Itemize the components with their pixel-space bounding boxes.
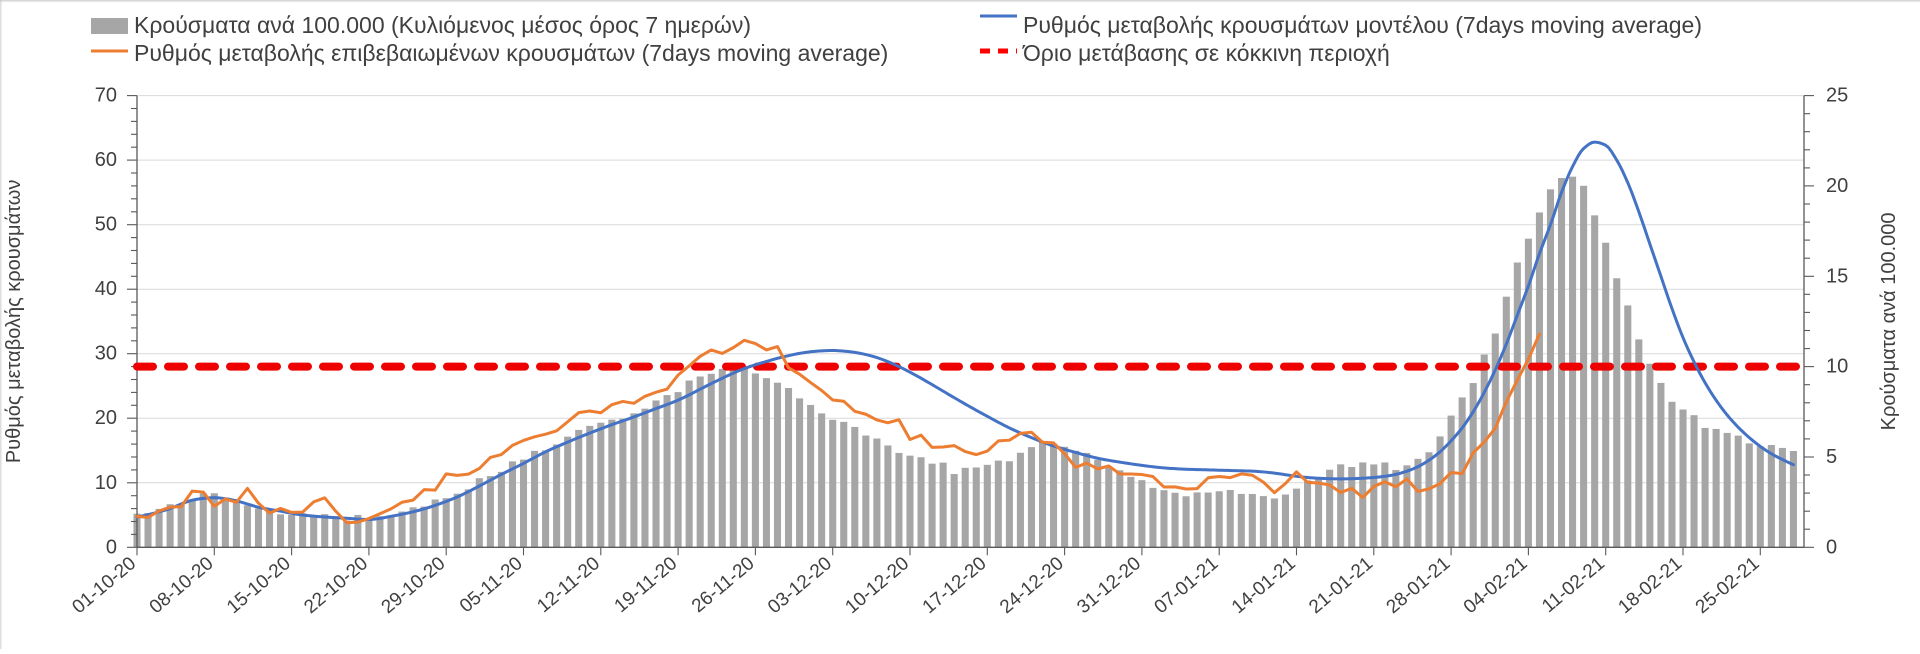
svg-text:Ρυθμός μεταβολής κρουσμάτων: Ρυθμός μεταβολής κρουσμάτων [3, 180, 25, 464]
svg-text:Κρούσματα ανά 100.000 (Κυλιόμε: Κρούσματα ανά 100.000 (Κυλιόμενος μέσος … [134, 12, 751, 38]
svg-text:10: 10 [95, 472, 117, 494]
svg-text:Κρούσματα ανά 100.000: Κρούσματα ανά 100.000 [1878, 212, 1900, 430]
svg-text:Όριο μετάβασης σε κόκκινη περι: Όριο μετάβασης σε κόκκινη περιοχή [1022, 40, 1390, 66]
svg-text:30: 30 [95, 343, 117, 365]
svg-text:10: 10 [1826, 356, 1848, 378]
svg-text:0: 0 [1826, 536, 1837, 558]
svg-text:20: 20 [95, 407, 117, 429]
svg-text:15: 15 [1826, 265, 1848, 287]
svg-text:20: 20 [1826, 175, 1848, 197]
svg-text:0: 0 [106, 536, 117, 558]
svg-text:70: 70 [95, 85, 117, 107]
svg-text:50: 50 [95, 214, 117, 236]
svg-text:Ρυθμός μεταβολής επιβεβαιωμένω: Ρυθμός μεταβολής επιβεβαιωμένων κρουσμάτ… [134, 40, 888, 66]
svg-text:25: 25 [1826, 85, 1848, 107]
svg-text:Ρυθμός μεταβολής κρουσμάτων μο: Ρυθμός μεταβολής κρουσμάτων μοντέλου (7d… [1023, 12, 1702, 38]
svg-text:5: 5 [1826, 446, 1837, 468]
svg-text:60: 60 [95, 149, 117, 171]
svg-text:40: 40 [95, 278, 117, 300]
